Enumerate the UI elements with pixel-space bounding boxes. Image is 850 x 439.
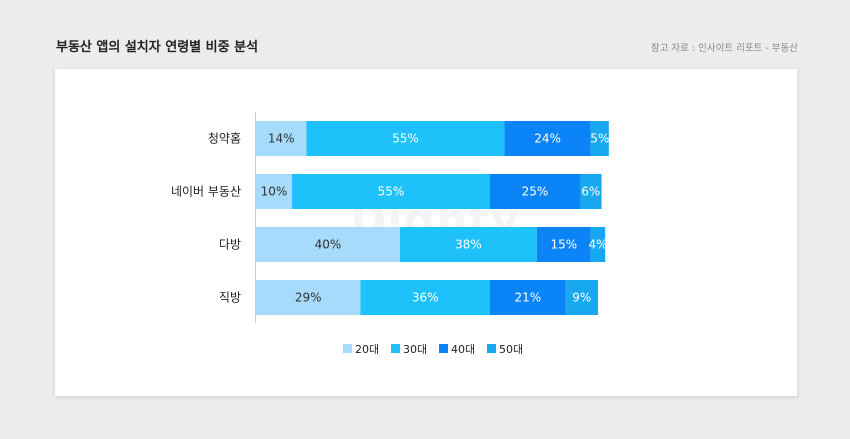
data-label: 5% bbox=[590, 132, 609, 146]
data-label: 25% bbox=[522, 185, 549, 199]
data-label: 38% bbox=[455, 238, 482, 252]
data-label: 40% bbox=[315, 238, 342, 252]
category-label: 다방 bbox=[219, 238, 241, 252]
data-label: 9% bbox=[572, 291, 591, 305]
data-label: 24% bbox=[534, 132, 561, 146]
data-label: 10% bbox=[261, 185, 288, 199]
source-note: 참고 자료 : 인사이트 리포트 - 부동산 bbox=[650, 43, 798, 54]
data-label: 55% bbox=[392, 132, 419, 146]
bar-segment bbox=[256, 227, 400, 262]
bar-segment bbox=[490, 280, 566, 315]
data-label: 15% bbox=[550, 238, 577, 252]
bar-segment bbox=[306, 121, 505, 156]
data-label: 6% bbox=[581, 185, 600, 199]
bar-segment bbox=[256, 174, 292, 209]
category-label: 직방 bbox=[219, 291, 241, 305]
legend-label: 40대 bbox=[451, 343, 475, 356]
category-label: 청약홈 bbox=[208, 131, 241, 146]
legend-label: 20대 bbox=[355, 343, 379, 356]
data-label: 4% bbox=[588, 238, 607, 252]
data-label: 29% bbox=[295, 291, 322, 305]
legend-swatch bbox=[487, 344, 496, 353]
category-label: 네이버 부동산 bbox=[171, 185, 241, 199]
data-label: 21% bbox=[514, 291, 541, 305]
data-label: 36% bbox=[412, 291, 439, 305]
bar-segment bbox=[256, 121, 307, 156]
legend-swatch bbox=[439, 344, 448, 353]
bar-segment bbox=[590, 227, 606, 262]
page-title: 부동산 앱의 설치자 연령별 비중 분석 bbox=[56, 40, 259, 55]
bar-segment bbox=[580, 174, 602, 209]
data-label: 55% bbox=[378, 185, 405, 199]
legend-label: 50대 bbox=[499, 343, 523, 356]
legend-label: 30대 bbox=[403, 343, 427, 356]
bar-segment bbox=[536, 227, 591, 262]
bar-segment bbox=[360, 280, 490, 315]
bar-segment bbox=[292, 174, 490, 209]
bar-segment bbox=[504, 121, 591, 156]
data-label: 14% bbox=[268, 132, 295, 146]
bar-segment bbox=[256, 280, 361, 315]
bar-segment bbox=[490, 174, 580, 209]
bar-segment bbox=[400, 227, 537, 262]
bar-segment bbox=[590, 121, 609, 156]
bar-segment bbox=[565, 280, 598, 315]
legend-swatch bbox=[343, 344, 352, 353]
legend-swatch bbox=[391, 344, 400, 353]
